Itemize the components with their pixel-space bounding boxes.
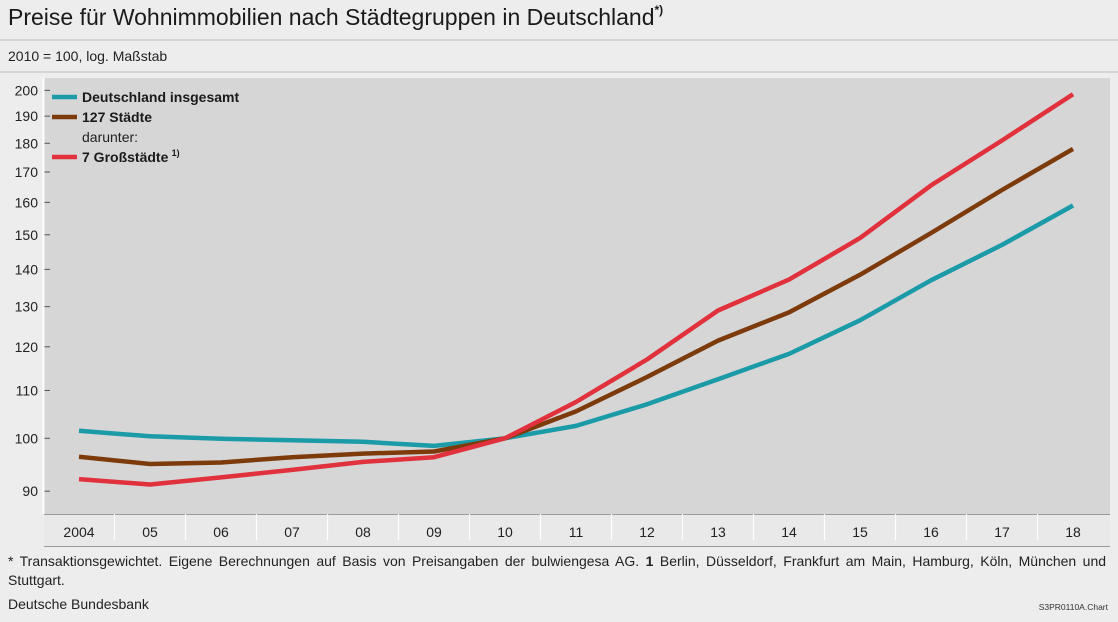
source-label: Deutsche Bundesbank [8, 596, 149, 612]
legend-label-2: 127 Städte [82, 109, 152, 125]
y-tick-label-150: 150 [15, 227, 39, 243]
x-tick-label-10: 10 [497, 524, 513, 540]
x-tick-label-09: 09 [426, 524, 442, 540]
y-tick-label-200: 200 [15, 82, 39, 98]
x-tick-label-18: 18 [1065, 524, 1081, 540]
chart-title-text: Preise für Wohnimmobilien nach Städtegru… [8, 4, 655, 30]
x-tick-label-2004: 2004 [63, 524, 94, 540]
chart-title: Preise für Wohnimmobilien nach Städtegru… [8, 3, 664, 31]
y-tick-label-190: 190 [15, 108, 39, 124]
footnote-ref-number: 1 [645, 553, 654, 569]
y-tick-label-140: 140 [15, 261, 39, 277]
y-tick-label-170: 170 [15, 164, 39, 180]
y-tick-label-110: 110 [16, 382, 39, 398]
chart-subtitle: 2010 = 100, log. Maßstab [8, 48, 168, 64]
footnote: * Transaktionsgewichtet. Eigene Berechnu… [8, 552, 1106, 590]
y-tick-label-130: 130 [15, 299, 39, 315]
chart-title-marker: *) [654, 3, 664, 17]
series-line-2 [78, 146, 1075, 467]
x-tick-label-05: 05 [142, 524, 158, 540]
x-tick-label-17: 17 [994, 524, 1010, 540]
x-tick-label-15: 15 [852, 524, 868, 540]
x-tick-label-08: 08 [355, 524, 371, 540]
plot-area [44, 78, 1110, 514]
series-line-3 [78, 92, 1075, 487]
footnote-star-text: * Transaktionsgewichtet. Eigene Berechnu… [8, 553, 640, 569]
y-tick-label-100: 100 [15, 430, 39, 446]
x-tick-label-07: 07 [284, 524, 300, 540]
x-tick-label-06: 06 [213, 524, 229, 540]
legend-label-1: Deutschland insgesamt [82, 89, 239, 105]
legend-subheading: darunter: [82, 129, 138, 145]
series-line-1 [78, 203, 1075, 449]
x-tick-label-11: 11 [569, 524, 584, 540]
y-tick-label-90: 90 [22, 483, 38, 499]
y-tick-label-180: 180 [15, 135, 39, 151]
x-tick-label-12: 12 [639, 524, 655, 540]
x-tick-label-13: 13 [710, 524, 726, 540]
y-tick-label-120: 120 [15, 339, 39, 355]
legend-label-3: 7 Großstädte [82, 149, 169, 165]
x-axis-band [44, 514, 1110, 546]
x-tick-label-14: 14 [781, 524, 797, 540]
footnote-ref-text: Berlin, Düsseldorf, Frankfurt am Main, H… [8, 553, 1107, 588]
chart-id: S3PR0110A.Chart [1038, 602, 1108, 612]
legend-label-3-marker: 1) [172, 148, 180, 158]
x-tick-label-16: 16 [923, 524, 939, 540]
y-tick-label-160: 160 [15, 194, 39, 210]
